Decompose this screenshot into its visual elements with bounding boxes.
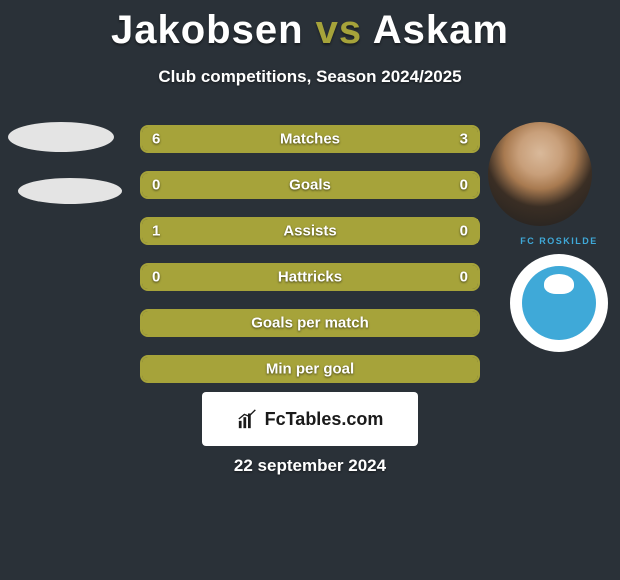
fctables-watermark: FcTables.com — [202, 392, 418, 446]
stat-label: Assists — [283, 223, 336, 240]
player-left-avatar-placeholder — [8, 122, 114, 152]
stat-value-right: 0 — [460, 269, 468, 286]
date-label: 22 september 2024 — [234, 456, 386, 476]
stat-value-right: 0 — [460, 177, 468, 194]
stat-row: Min per goal — [140, 355, 480, 383]
stat-row: 6 3 Matches — [140, 125, 480, 153]
vs-separator: vs — [316, 8, 363, 52]
stat-value-left: 6 — [152, 131, 160, 148]
fctables-label: FcTables.com — [265, 409, 384, 430]
stat-value-right: 0 — [460, 223, 468, 240]
stat-value-left: 0 — [152, 269, 160, 286]
player-right-avatar — [488, 122, 592, 226]
player-left-name: Jakobsen — [111, 8, 304, 52]
stat-label: Matches — [280, 131, 340, 148]
stat-value-left: 0 — [152, 177, 160, 194]
player-right-name: Askam — [373, 8, 509, 52]
stat-row: 0 0 Goals — [140, 171, 480, 199]
stat-label: Goals per match — [251, 315, 369, 332]
stats-list: 6 3 Matches 0 0 Goals 1 0 Assists 0 0 Hattricks Goal… — [140, 125, 480, 401]
stat-row: Goals per match — [140, 309, 480, 337]
subtitle: Club competitions, Season 2024/2025 — [0, 67, 620, 87]
club-badge-text: FC ROSKILDE — [510, 236, 608, 246]
stat-label: Goals — [289, 177, 331, 194]
club-badge-inner — [522, 266, 596, 340]
stat-label: Hattricks — [278, 269, 342, 286]
player-left-club-placeholder — [18, 178, 122, 204]
stat-label: Min per goal — [266, 361, 354, 378]
stat-row: 0 0 Hattricks — [140, 263, 480, 291]
stat-value-right: 3 — [460, 131, 468, 148]
stat-row: 1 0 Assists — [140, 217, 480, 245]
stat-value-left: 1 — [152, 223, 160, 240]
chart-icon — [237, 408, 259, 430]
comparison-title: Jakobsen vs Askam — [0, 0, 620, 53]
player-right-club-badge: FC ROSKILDE — [510, 254, 608, 352]
